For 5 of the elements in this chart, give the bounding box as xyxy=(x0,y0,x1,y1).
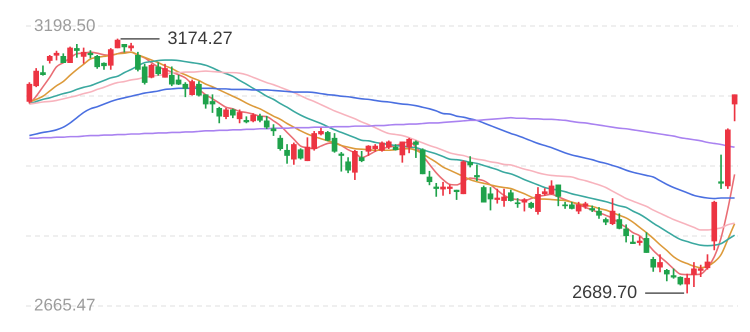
y-tick-label: 2665.47 xyxy=(34,295,96,314)
annotation: 3174.27 xyxy=(168,28,233,48)
annotation: 2689.70 xyxy=(572,282,638,302)
line-series xyxy=(28,116,736,148)
y-tick-label: 3198.50 xyxy=(34,16,96,35)
